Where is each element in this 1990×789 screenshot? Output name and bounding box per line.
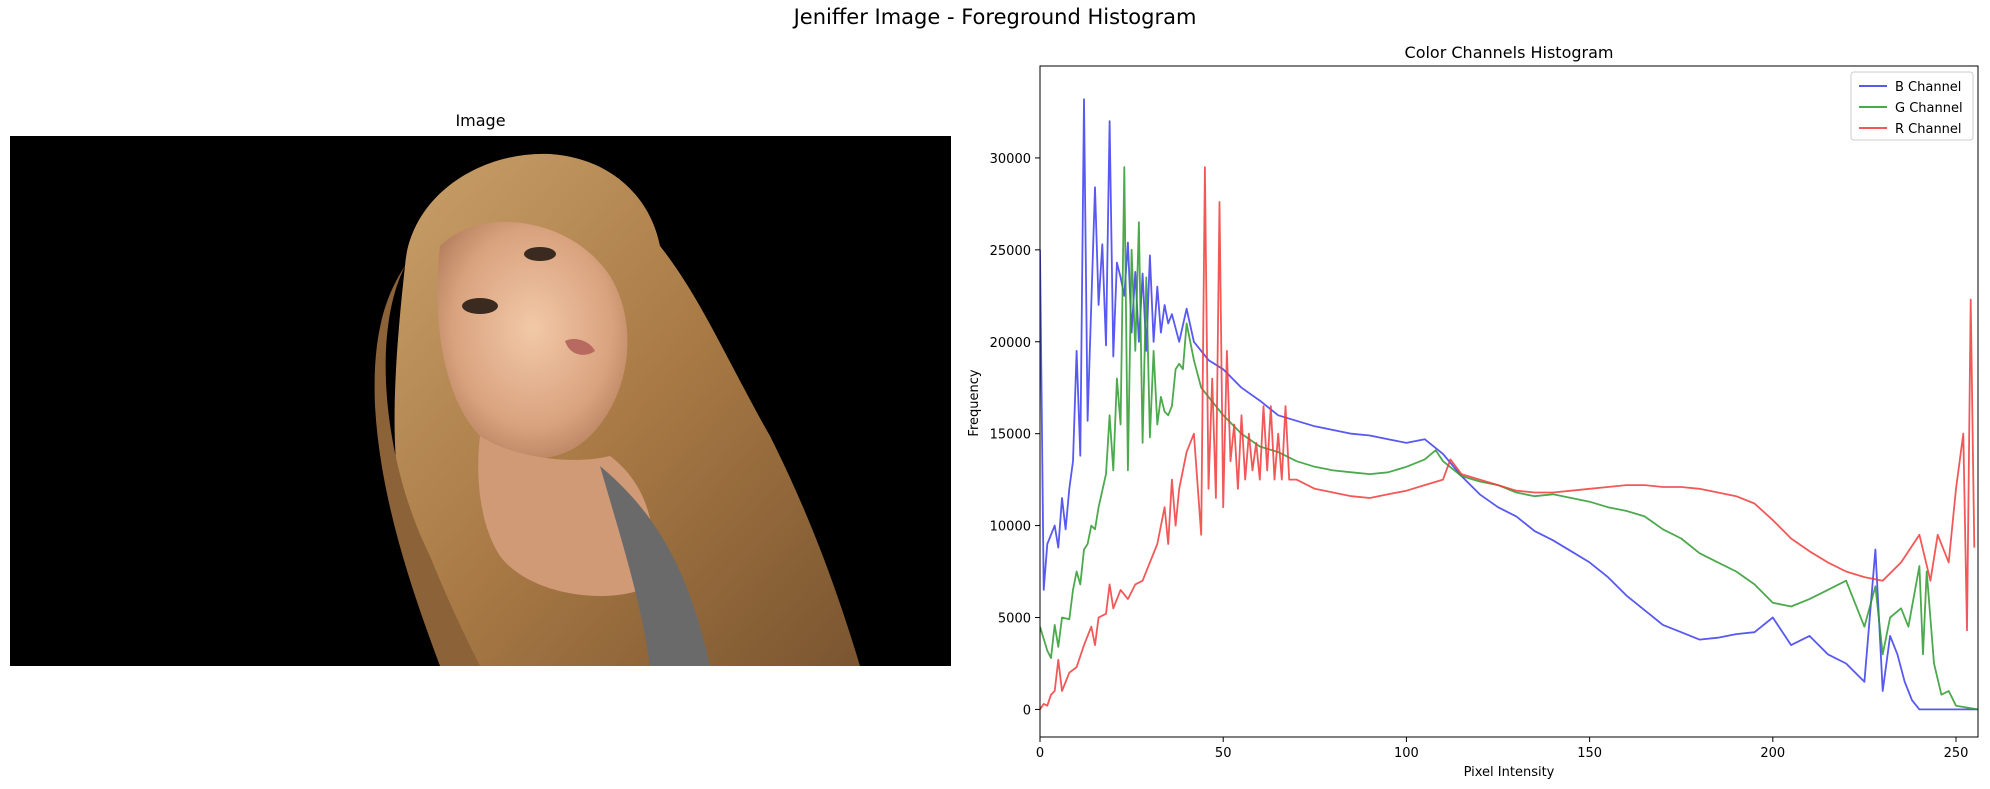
x-tick-label: 50 — [1215, 746, 1232, 761]
foreground-photo — [10, 136, 951, 666]
legend-box — [1850, 71, 1974, 141]
image-panel-title: Image — [455, 111, 506, 130]
y-axis-label: Frequency — [967, 369, 982, 436]
series-line-r-channel — [1040, 166, 1976, 710]
y-tick-label: 0 — [1023, 703, 1031, 718]
y-tick-label: 30000 — [990, 152, 1031, 167]
series-line-g-channel — [1040, 166, 1978, 711]
x-tick-label: 0 — [1036, 746, 1044, 761]
y-tick-label: 20000 — [990, 336, 1031, 351]
legend-label: B Channel — [1895, 80, 1961, 95]
x-tick-label: 200 — [1760, 746, 1785, 761]
y-tick-label: 5000 — [998, 612, 1031, 627]
y-tick-label: 25000 — [990, 244, 1031, 259]
series-line-b-channel — [1040, 98, 1978, 711]
y-axis: 0 5000 10000 15000 20000 25000 30000 — [990, 152, 1040, 718]
legend-label: G Channel — [1895, 101, 1963, 116]
chart-legend: B Channel G Channel R Channel — [1850, 71, 1974, 141]
woman-portrait-illustration — [10, 136, 951, 666]
x-tick-label: 100 — [1394, 746, 1419, 761]
figure-suptitle: Jeniffer Image - Foreground Histogram — [793, 5, 1197, 29]
chart-title: Color Channels Histogram — [1405, 43, 1614, 62]
x-tick-label: 150 — [1577, 746, 1602, 761]
plot-area — [1039, 65, 1979, 738]
y-tick-label: 15000 — [990, 428, 1031, 443]
legend-label: R Channel — [1895, 122, 1962, 137]
x-axis: 0 50 100 150 200 250 — [1036, 737, 1969, 761]
x-tick-label: 250 — [1944, 746, 1969, 761]
y-tick-label: 10000 — [990, 520, 1031, 535]
x-axis-label: Pixel Intensity — [1464, 765, 1555, 780]
plot-frame — [1039, 65, 1979, 738]
